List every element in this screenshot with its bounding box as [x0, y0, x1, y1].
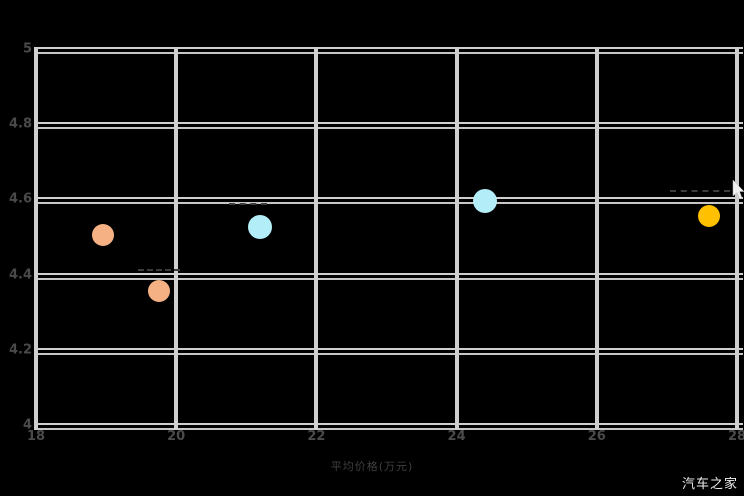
- x-tick-label-24: 24: [447, 429, 466, 444]
- x-tick-label-20: 20: [167, 429, 186, 444]
- mouse-cursor: [732, 180, 744, 200]
- y-tick-label-4: 4: [22, 417, 32, 433]
- x-tick-label-28: 28: [727, 429, 744, 444]
- bubble-peach-series-2[interactable]: [147, 280, 170, 303]
- gridline-x-26: [594, 47, 599, 430]
- gridline-x-18: [34, 47, 38, 430]
- bubble-peach-series-1[interactable]: [91, 224, 114, 246]
- gridline-y-4.2: [34, 347, 743, 355]
- gridline-x-24: [454, 47, 459, 430]
- x-tick-label-26: 26: [587, 429, 606, 444]
- y-tick-label-5: 5: [22, 41, 32, 57]
- gridline-y-4.8: [34, 122, 743, 130]
- gridline-y-5: [34, 47, 743, 54]
- watermark-autohome: 汽车之家: [681, 477, 738, 492]
- bubble-gold-series-1[interactable]: [697, 205, 720, 228]
- gridline-x-22: [314, 47, 319, 430]
- x-tick-label-18: 18: [26, 429, 46, 444]
- y-tick-label-4.4: 4.4: [8, 267, 32, 283]
- bubble-cyan-series-2[interactable]: [472, 189, 497, 214]
- data-label-dashes-2: [228, 203, 268, 206]
- y-tick-label-4.8: 4.8: [8, 116, 32, 132]
- x-tick-label-22: 22: [307, 429, 326, 444]
- y-tick-label-4.6: 4.6: [8, 191, 32, 207]
- data-label-dashes-1: [137, 268, 180, 271]
- gridline-y-4.6: [34, 197, 743, 205]
- gridline-y-4: [34, 423, 743, 430]
- x-axis-title: 平均价格(万元): [330, 460, 414, 473]
- data-label-dashes-3: [670, 189, 730, 192]
- gridline-y-4.4: [34, 272, 743, 280]
- bubble-cyan-series-1[interactable]: [248, 215, 273, 240]
- y-tick-label-4.2: 4.2: [8, 342, 32, 358]
- gridline-x-28: [735, 47, 739, 430]
- gridline-x-20: [174, 47, 179, 430]
